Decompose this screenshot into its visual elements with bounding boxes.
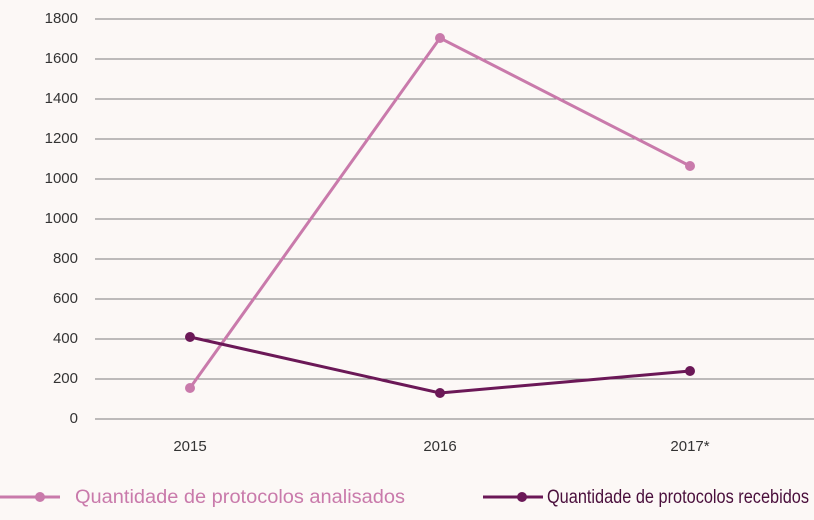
y-tick-label: 0 <box>70 410 78 427</box>
legend-label: Quantidade de protocolos analisados <box>75 487 405 508</box>
data-point <box>685 161 695 171</box>
x-tick-label: 2017* <box>670 438 709 455</box>
y-tick-label: 200 <box>53 370 78 387</box>
legend-label: Quantidade de protocolos recebidos <box>547 487 809 508</box>
legend-marker <box>517 492 527 502</box>
data-point <box>185 332 195 342</box>
series-line <box>188 36 691 389</box>
x-tick-label: 2015 <box>173 438 206 455</box>
y-tick-label: 1200 <box>45 130 78 147</box>
y-tick-label: 800 <box>53 250 78 267</box>
y-tick-label: 1600 <box>45 50 78 67</box>
y-tick-label: 1000 <box>45 210 78 227</box>
data-point <box>435 388 445 398</box>
series-line <box>189 335 691 395</box>
y-tick-label: 600 <box>53 290 78 307</box>
data-point <box>435 33 445 43</box>
y-tick-label: 1800 <box>45 10 78 27</box>
data-point <box>185 383 195 393</box>
data-point <box>685 366 695 376</box>
y-tick-label: 400 <box>53 330 78 347</box>
y-tick-label: 1400 <box>45 90 78 107</box>
x-tick-label: 2016 <box>423 438 456 455</box>
y-tick-label: 1000 <box>45 170 78 187</box>
legend-marker <box>35 492 45 502</box>
